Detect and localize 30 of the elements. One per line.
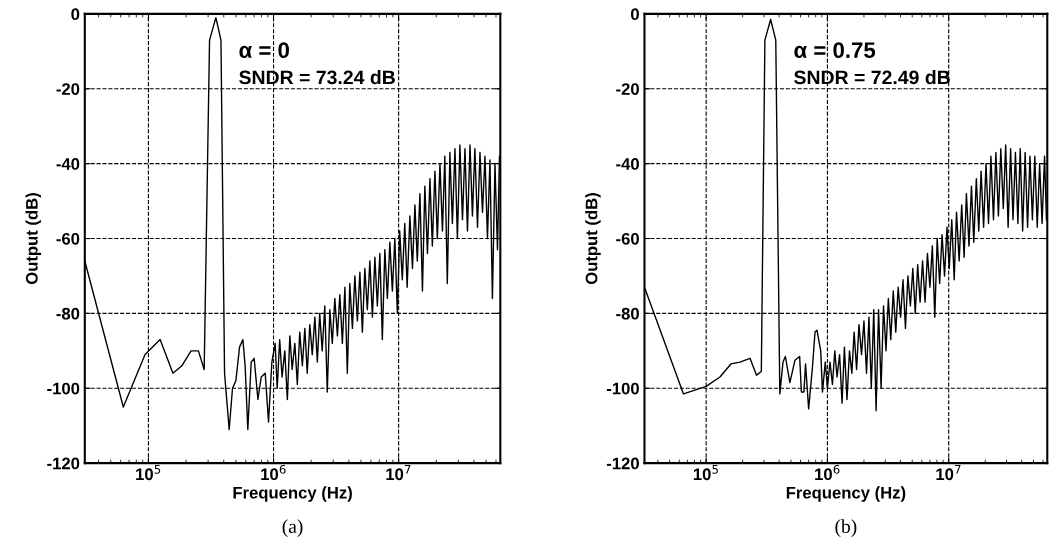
- annotation: α = 0.75: [794, 42, 876, 59]
- text: (b): [835, 519, 857, 537]
- annotation: α = 0: [239, 42, 289, 59]
- y-tick-label: -80: [616, 307, 639, 320]
- y-tick-label: -20: [56, 83, 80, 95]
- y-tick-label: -100: [47, 382, 80, 395]
- x-tick-label: 10$^{6}$: [261, 464, 286, 481]
- y-tick-label: -60: [616, 232, 639, 245]
- annotation: SNDR = 72.49 dB: [794, 69, 950, 85]
- y-tick-label: 0: [631, 8, 639, 21]
- x-tick-label: 10$^{7}$: [936, 465, 961, 481]
- y-tick-label: -40: [616, 158, 639, 170]
- x-tick-label: 10$^{5}$: [693, 465, 718, 481]
- y-tick-label: -20: [616, 83, 639, 95]
- x-tick-label: 10$^{5}$: [136, 465, 161, 481]
- x-tick-label: 10$^{7}$: [386, 465, 411, 481]
- y-tick-label: -120: [47, 457, 80, 470]
- annotation: SNDR = 73.24 dB: [239, 69, 395, 85]
- text: (a): [282, 519, 303, 537]
- x-tick-label: 10$^{6}$: [815, 464, 840, 481]
- y-tick-label: -80: [56, 307, 80, 320]
- x-axis-title: Frequency (Hz): [233, 486, 352, 502]
- y-axis-title: Output (dB): [25, 193, 42, 285]
- y-tick-label: -100: [606, 382, 639, 395]
- y-tick-label: 0: [71, 8, 80, 21]
- y-tick-label: -40: [56, 158, 80, 170]
- y-axis-title: Output (dB): [585, 193, 601, 285]
- x-axis-title: Frequency (Hz): [786, 486, 906, 502]
- y-tick-label: -60: [56, 232, 80, 245]
- y-tick-label: -120: [606, 457, 639, 470]
